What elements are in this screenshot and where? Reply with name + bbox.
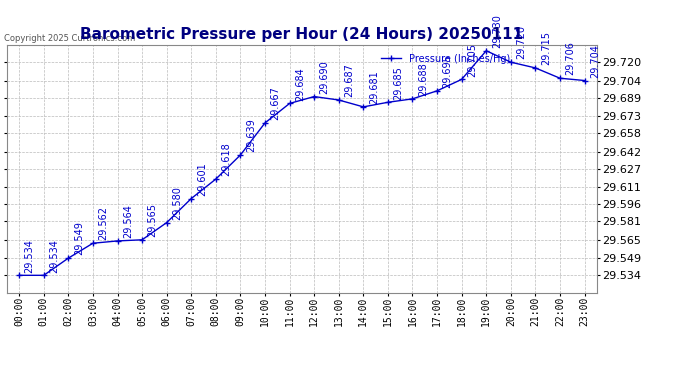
Text: 29.704: 29.704 [590,44,600,78]
Pressure (Inches/Hg) [15,273,23,278]
Line: Pressure (Inches/Hg): Pressure (Inches/Hg) [17,48,587,278]
Text: 29.534: 29.534 [49,238,59,273]
Legend: Pressure (Inches/Hg): Pressure (Inches/Hg) [377,50,514,68]
Pressure (Inches/Hg) [113,239,121,243]
Text: 29.562: 29.562 [99,207,108,240]
Text: 29.687: 29.687 [344,63,354,97]
Pressure (Inches/Hg) [457,77,466,82]
Pressure (Inches/Hg) [236,153,244,157]
Pressure (Inches/Hg) [261,121,269,125]
Pressure (Inches/Hg) [556,76,564,81]
Pressure (Inches/Hg) [187,196,195,201]
Text: 29.564: 29.564 [123,204,133,238]
Pressure (Inches/Hg) [580,78,589,83]
Text: Copyright 2025 Curtronics.com: Copyright 2025 Curtronics.com [4,33,135,42]
Pressure (Inches/Hg) [138,237,146,242]
Title: Barometric Pressure per Hour (24 Hours) 20250111: Barometric Pressure per Hour (24 Hours) … [80,27,524,42]
Text: 29.565: 29.565 [148,203,157,237]
Text: 29.681: 29.681 [369,70,379,104]
Pressure (Inches/Hg) [335,98,343,102]
Pressure (Inches/Hg) [433,88,441,93]
Pressure (Inches/Hg) [359,105,368,109]
Text: 29.695: 29.695 [442,54,453,88]
Text: 29.715: 29.715 [541,31,551,65]
Text: 29.705: 29.705 [467,43,477,76]
Text: 29.667: 29.667 [270,86,281,120]
Pressure (Inches/Hg) [89,241,97,246]
Text: 29.730: 29.730 [492,14,502,48]
Text: 29.618: 29.618 [221,142,231,176]
Text: 29.534: 29.534 [25,238,34,273]
Text: 29.706: 29.706 [566,42,575,75]
Text: 29.720: 29.720 [516,26,526,59]
Pressure (Inches/Hg) [384,100,392,105]
Pressure (Inches/Hg) [506,60,515,64]
Pressure (Inches/Hg) [531,66,540,70]
Pressure (Inches/Hg) [64,256,72,260]
Pressure (Inches/Hg) [212,177,220,182]
Text: 29.684: 29.684 [295,67,305,100]
Pressure (Inches/Hg) [482,48,491,53]
Text: 29.580: 29.580 [172,186,182,220]
Text: 29.685: 29.685 [393,66,404,99]
Pressure (Inches/Hg) [310,94,318,99]
Text: 29.688: 29.688 [418,62,428,96]
Text: 29.549: 29.549 [74,222,84,255]
Pressure (Inches/Hg) [163,220,171,225]
Text: 29.639: 29.639 [246,118,256,152]
Pressure (Inches/Hg) [286,101,294,106]
Pressure (Inches/Hg) [39,273,48,278]
Pressure (Inches/Hg) [408,97,417,101]
Text: 29.690: 29.690 [319,60,330,94]
Text: 29.601: 29.601 [197,162,207,196]
